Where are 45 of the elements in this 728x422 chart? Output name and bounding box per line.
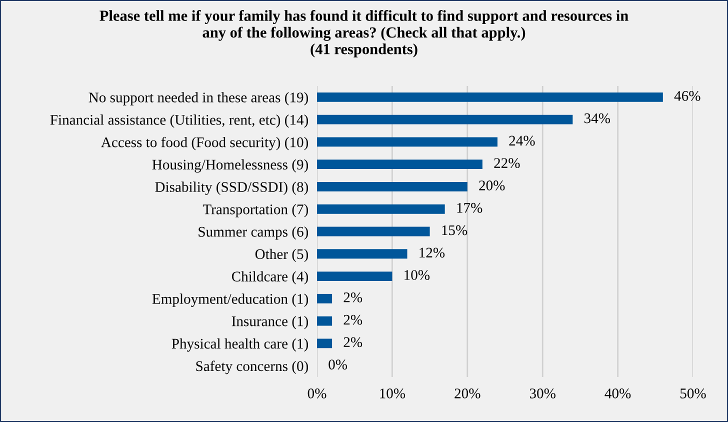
x-tick-label: 50% [680,388,706,398]
data-label: 2% [344,337,362,348]
data-label: 12% [420,248,445,258]
y-tick-label: Insurance (1) [232,316,308,330]
x-tick-label: 30% [530,388,556,398]
x-tick-label: 0% [308,388,326,398]
y-tick-label: No support needed in these areas (19) [88,92,308,106]
x-tick-label: 20% [454,388,480,398]
data-label: 24% [509,136,535,146]
y-tick-label: Physical health care (1) [172,338,308,352]
data-label: 0% [328,360,348,370]
bar [317,338,332,348]
data-label: 10% [404,270,430,280]
data-label: 22% [494,158,520,168]
y-tick-label: Housing/Homelessness (9) [152,159,308,173]
data-label: 17% [457,202,482,213]
bar [317,316,332,326]
bar [317,92,663,102]
bar [317,272,392,281]
data-label: 15% [442,225,468,236]
y-tick-label: Safety concerns (0) [196,360,308,374]
y-tick-label: Access to food (Food security) (10) [101,136,308,150]
bar [317,249,408,259]
x-tick-label: 40% [604,388,631,398]
y-tick-label: Summer camps (6) [198,226,308,240]
y-tick-label: Financial assistance (Utilities, rent, etc) (14) [50,114,308,128]
bar [317,137,498,147]
bar [317,226,430,236]
data-label: 34% [584,113,610,124]
bar [317,204,445,214]
y-tick-label: Childcare (4) [232,271,308,284]
bar [317,182,468,192]
y-tick-label: Employment/education (1) [152,294,308,307]
bar [317,160,482,170]
y-tick-label: Other (5) [255,248,308,262]
data-label: 2% [344,314,362,325]
data-label: 2% [344,292,362,302]
x-tick-label: 10% [380,388,406,398]
y-tick-label: Transportation (7) [202,204,308,218]
bar [317,294,332,304]
chart-title: Please tell me if your family has found it difficult to find support and resources in any of the following areas? (Check all that apply.) (41 respondents) [100,10,628,58]
data-label: 20% [479,180,505,190]
y-tick-label: Disability (SSD/SSDI) (8) [155,182,308,195]
bar [317,114,573,124]
data-label: 46% [674,91,700,101]
